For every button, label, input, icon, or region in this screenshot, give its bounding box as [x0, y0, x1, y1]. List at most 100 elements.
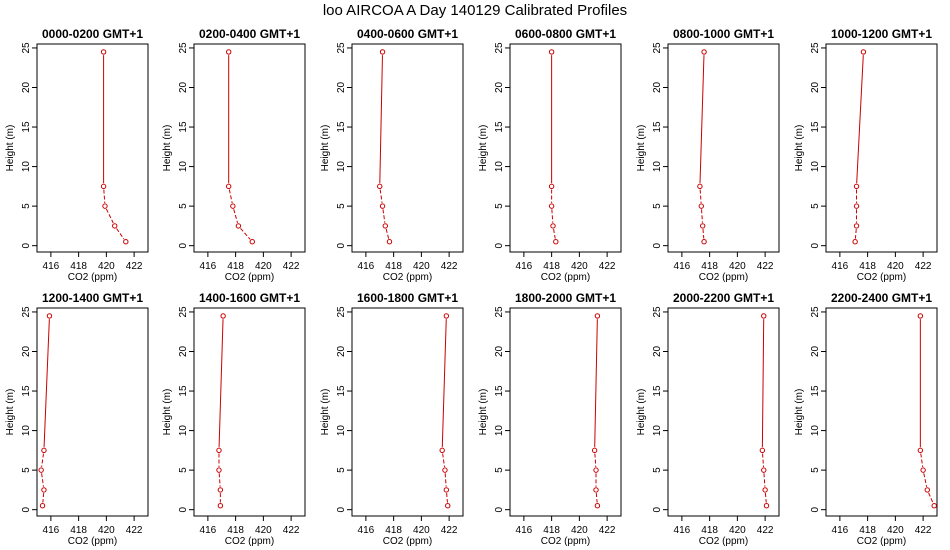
x-axis-label: CO2 (ppm): [857, 536, 906, 547]
data-point: [100, 183, 107, 190]
y-tick-label: 5: [494, 203, 505, 209]
data-point: [230, 203, 236, 209]
x-tick-label: 418: [859, 525, 876, 536]
data-point: [382, 223, 388, 229]
profile-panel: 0000-0200 GMT+1 416 418 420 422 CO2 (ppm) 0 5 10…: [5, 27, 149, 283]
y-tick-label: 0: [810, 506, 821, 512]
profile-panel: 1800-2000 GMT+1 416 418 420 422 CO2 (ppm) 0 5 10…: [478, 291, 622, 547]
y-axis-label: Height (m): [636, 389, 647, 436]
y-tick-label: 0: [336, 506, 347, 512]
data-point: [100, 49, 107, 55]
x-axis-label: CO2 (ppm): [68, 536, 117, 547]
plot-frame: [351, 43, 464, 253]
x-tick-label: 422: [283, 261, 300, 272]
data-point: [123, 239, 129, 245]
data-point: [38, 467, 44, 473]
x-tick-label: 418: [385, 261, 402, 272]
series-segment: [446, 493, 448, 503]
x-tick-label: 422: [126, 525, 143, 536]
profile-panel: 0600-0800 GMT+1 416 418 420 422 CO2 (ppm) 0 5 10…: [478, 27, 622, 283]
series-segment: [444, 473, 447, 487]
y-tick-label: 5: [21, 467, 32, 473]
series-segment: [701, 209, 703, 223]
panel-title: 1000-1200 GMT+1: [831, 27, 932, 41]
data-point: [591, 447, 598, 454]
data-point: [548, 49, 555, 55]
y-tick-label: 10: [336, 425, 347, 437]
x-tick-label: 416: [516, 261, 533, 272]
x-axis-label: CO2 (ppm): [225, 536, 274, 547]
series-segment: [105, 208, 114, 224]
x-axis-label: CO2 (ppm): [699, 536, 748, 547]
panel-title: 1800-2000 GMT+1: [515, 291, 616, 305]
data-point: [917, 447, 924, 454]
data-point: [697, 183, 703, 190]
panel-title: 1400-1600 GMT+1: [199, 291, 300, 305]
y-tick-label: 10: [21, 161, 32, 173]
y-tick-label: 15: [336, 121, 347, 133]
plot-frame: [509, 307, 622, 517]
y-tick-label: 10: [494, 425, 505, 437]
y-tick-label: 15: [21, 385, 32, 397]
y-tick-label: 20: [178, 345, 189, 357]
profile-panel: 0400-0600 GMT+1 416 418 420 422 CO2 (ppm) 0 5 10…: [320, 27, 464, 283]
data-point: [917, 313, 924, 319]
series-segment: [702, 229, 705, 239]
data-point: [442, 467, 448, 473]
data-point: [249, 239, 255, 245]
y-tick-label: 15: [178, 121, 189, 133]
data-point: [763, 503, 770, 509]
profile-panel: 0800-1000 GMT+1 416 418 420 422 CO2 (ppm) 0 5 10…: [636, 27, 780, 283]
series-segment: [761, 319, 765, 448]
x-tick-label: 416: [358, 261, 375, 272]
series-segment: [218, 473, 221, 487]
x-tick-label: 420: [729, 525, 746, 536]
data-point: [594, 313, 601, 319]
y-tick-label: 25: [652, 42, 663, 54]
y-tick-label: 25: [178, 42, 189, 54]
panel-title: 0200-0400 GMT+1: [199, 27, 300, 41]
y-tick-label: 25: [178, 306, 189, 318]
data-point: [593, 467, 599, 473]
y-axis-label: Height (m): [320, 125, 331, 172]
y-tick-label: 10: [810, 425, 821, 437]
y-tick-label: 20: [21, 345, 32, 357]
data-point: [439, 447, 445, 454]
data-point: [860, 49, 867, 55]
data-point: [931, 503, 937, 509]
series-segment: [762, 453, 765, 467]
data-point: [853, 183, 860, 190]
series-segment: [382, 209, 386, 223]
x-tick-label: 422: [757, 525, 774, 536]
data-point: [216, 447, 222, 454]
x-tick-label: 420: [887, 525, 904, 536]
data-point: [379, 49, 386, 55]
y-tick-label: 25: [494, 306, 505, 318]
x-tick-label: 418: [543, 261, 560, 272]
y-tick-label: 25: [21, 42, 32, 54]
x-axis-label: CO2 (ppm): [383, 536, 432, 547]
y-tick-label: 20: [178, 81, 189, 93]
y-tick-label: 20: [494, 345, 505, 357]
y-axis-label: Height (m): [162, 389, 173, 436]
x-axis-label: CO2 (ppm): [68, 272, 117, 283]
series-segment: [43, 319, 50, 448]
x-tick-label: 418: [70, 261, 87, 272]
profile-panel: 2000-2200 GMT+1 416 418 420 422 CO2 (ppm) 0 5 10…: [636, 291, 780, 547]
y-tick-label: 0: [810, 242, 821, 248]
x-tick-label: 420: [255, 525, 272, 536]
y-tick-label: 25: [810, 306, 821, 318]
x-tick-label: 422: [599, 261, 616, 272]
y-tick-label: 5: [178, 203, 189, 209]
y-tick-label: 15: [810, 121, 821, 133]
x-tick-label: 422: [283, 525, 300, 536]
y-axis-label: Height (m): [794, 125, 805, 172]
y-axis-label: Height (m): [794, 389, 805, 436]
data-point: [761, 467, 767, 473]
x-axis-label: CO2 (ppm): [857, 272, 906, 283]
y-tick-label: 0: [178, 242, 189, 248]
x-axis-label: CO2 (ppm): [541, 536, 590, 547]
y-axis-label: Height (m): [5, 125, 16, 172]
data-point: [762, 487, 768, 493]
